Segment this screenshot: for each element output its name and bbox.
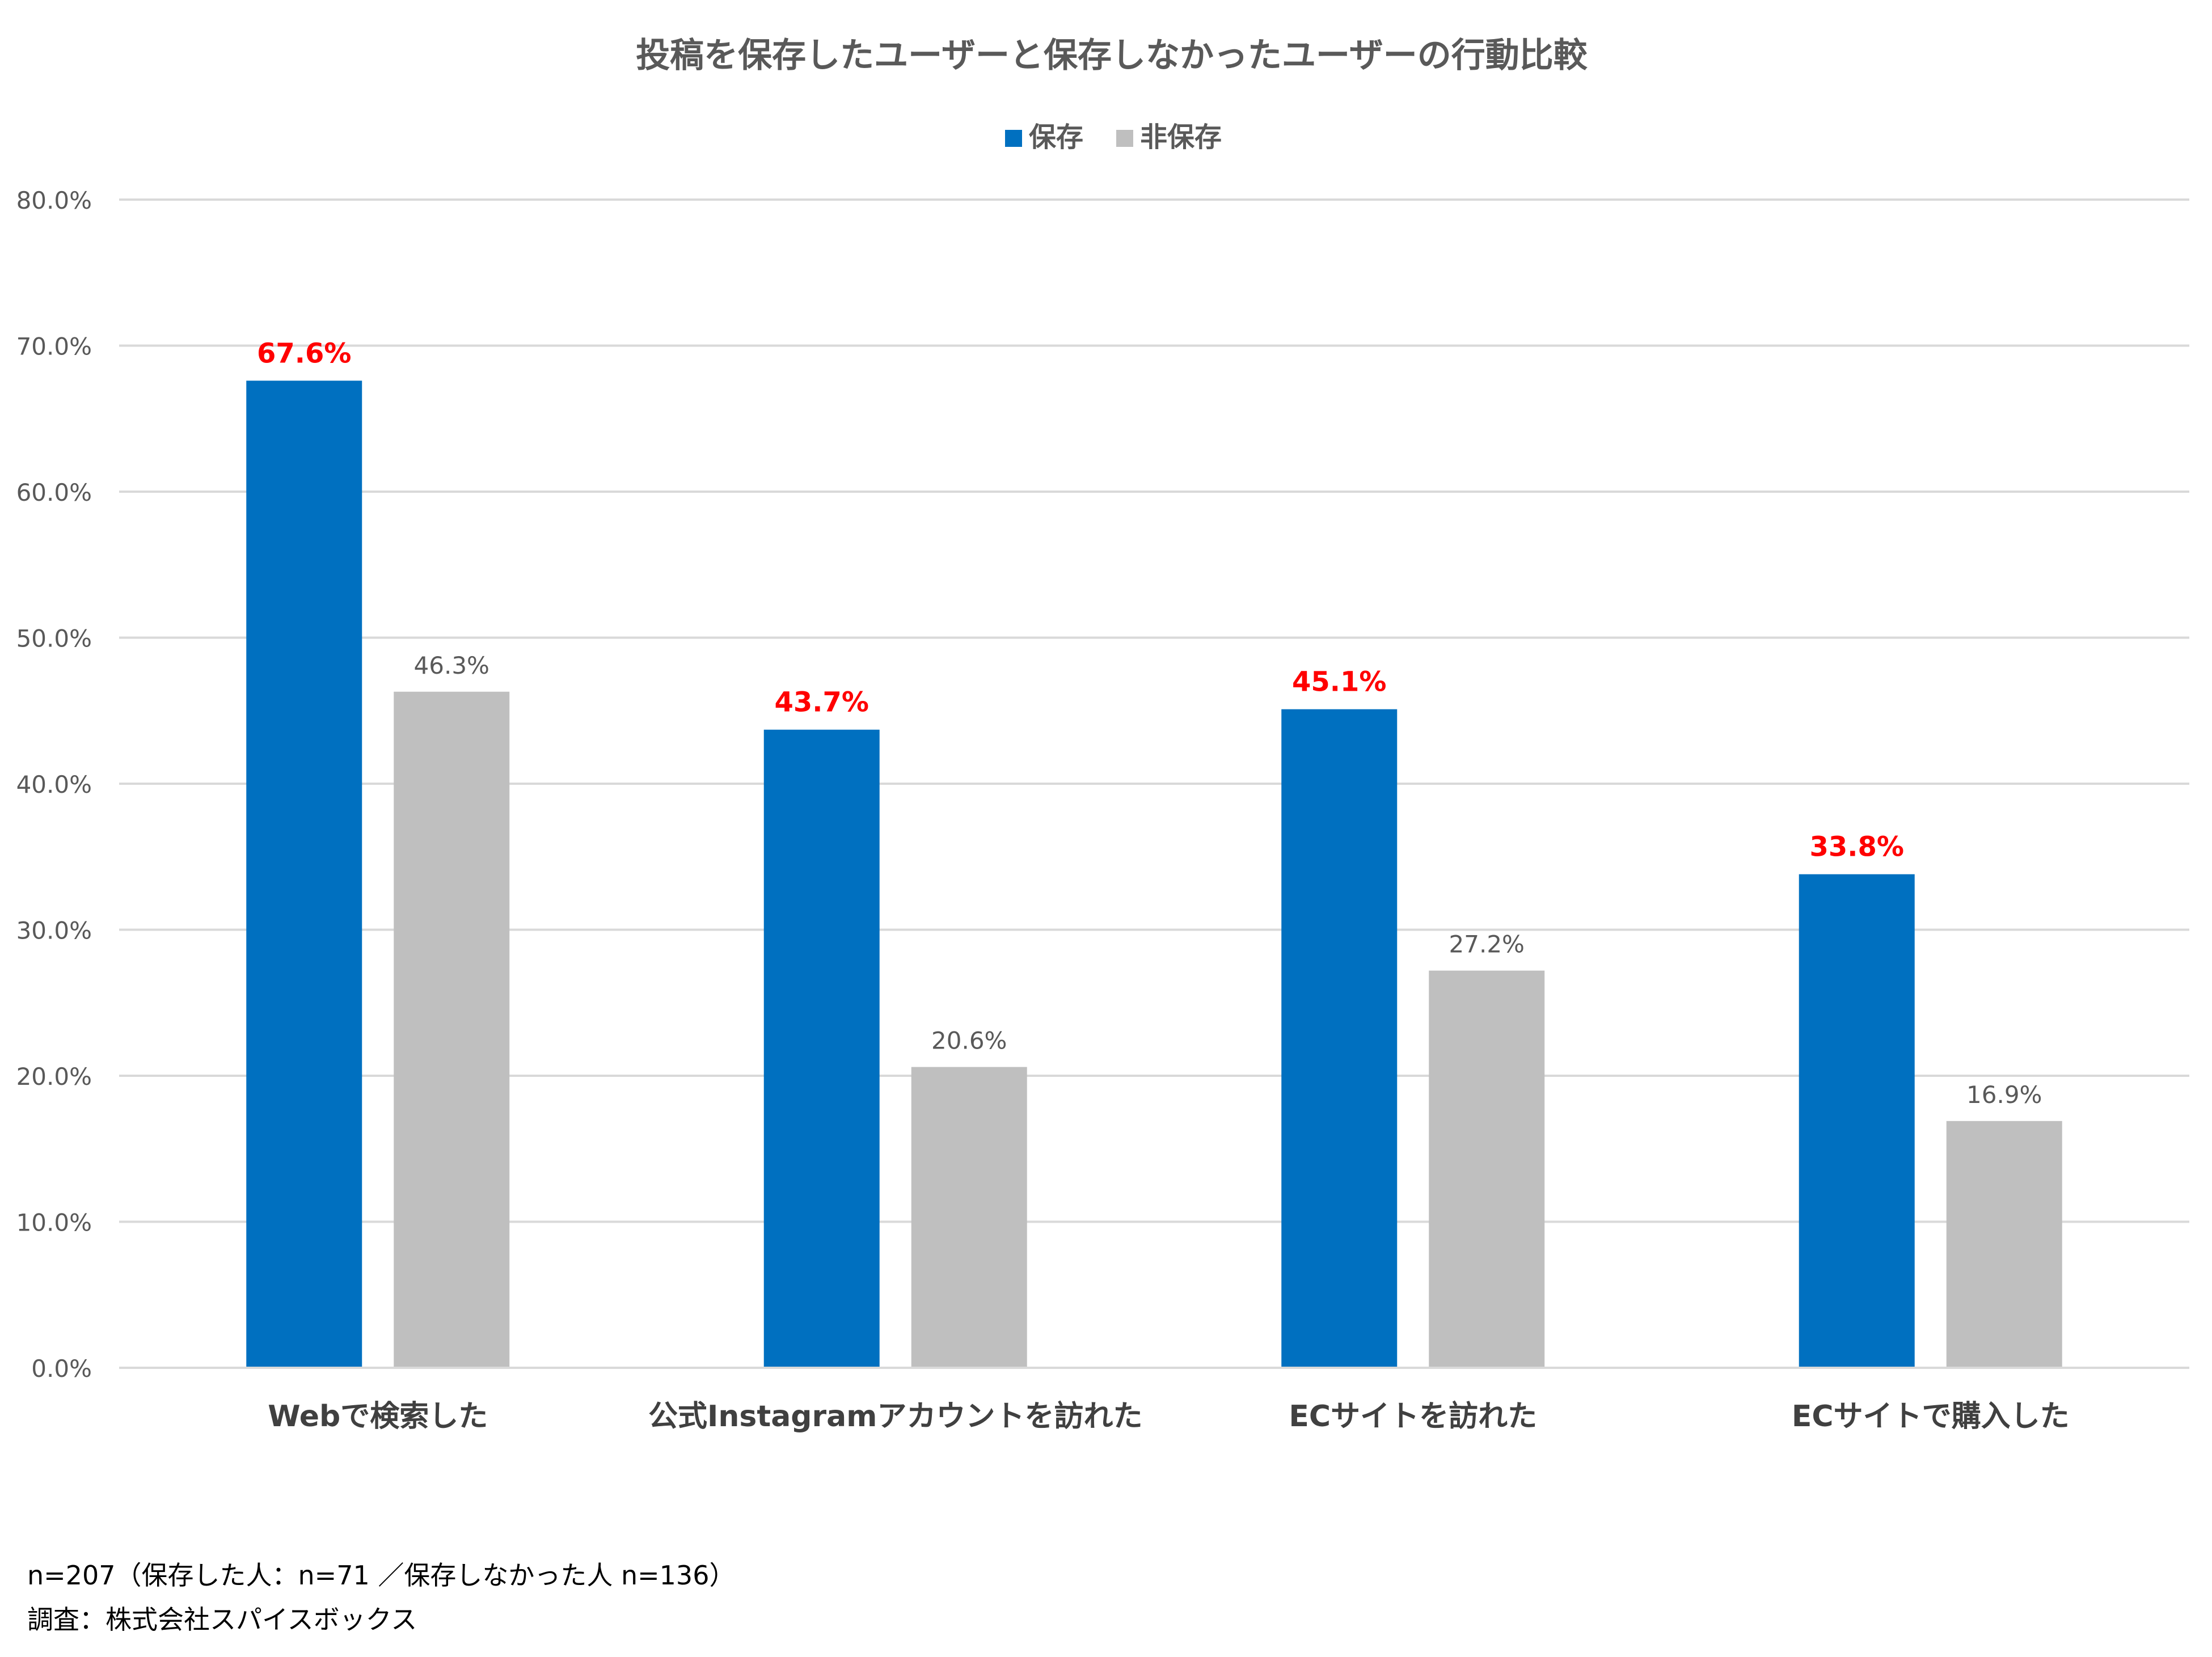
y-tick-label: 20.0% xyxy=(16,1063,92,1090)
legend: 保存 非保存 xyxy=(1005,121,1222,153)
y-tick-label: 60.0% xyxy=(16,479,92,506)
bar-unsaved xyxy=(1429,970,1545,1368)
legend-swatch-saved xyxy=(1005,130,1022,147)
data-labels: 67.6% 46.3% 43.7% 20.6% 45.1% 27.2% 33.8% 16.9% xyxy=(257,337,2042,1109)
bar-unsaved xyxy=(1946,1121,2062,1368)
sample-size-note: n=207（保存した人：n=71 ／保存しなかった人 n=136） xyxy=(27,1560,736,1591)
bars xyxy=(246,381,2062,1368)
data-label-saved: 33.8% xyxy=(1809,831,1904,863)
y-axis-ticks: 0.0% 10.0% 20.0% 30.0% 40.0% 50.0% 60.0% 70.0% 8… xyxy=(16,187,92,1383)
data-label-unsaved: 46.3% xyxy=(414,652,489,679)
y-tick-label: 80.0% xyxy=(16,187,92,214)
data-label-unsaved: 27.2% xyxy=(1449,931,1525,958)
data-label-saved: 67.6% xyxy=(257,337,352,369)
source-note: 調査：株式会社スパイスボックス xyxy=(27,1604,417,1635)
bar-saved xyxy=(763,729,880,1368)
data-label-unsaved: 16.9% xyxy=(1966,1081,2042,1109)
bar-unsaved xyxy=(394,691,510,1368)
y-tick-label: 70.0% xyxy=(16,333,92,361)
legend-label-saved: 保存 xyxy=(1029,121,1083,153)
x-category-label: ECサイトを訪れた xyxy=(1289,1400,1537,1434)
x-category-label: ECサイトで購入した xyxy=(1792,1400,2070,1434)
chart-title: 投稿を保存したユーザーと保存しなかったユーザーの行動比較 xyxy=(636,36,1588,75)
x-category-label: Webで検索した xyxy=(268,1400,488,1434)
y-tick-label: 10.0% xyxy=(16,1209,92,1237)
legend-swatch-unsaved xyxy=(1116,130,1133,147)
data-label-unsaved: 20.6% xyxy=(931,1027,1007,1055)
data-label-saved: 45.1% xyxy=(1292,666,1387,698)
y-tick-label: 40.0% xyxy=(16,771,92,798)
x-axis-categories: Webで検索した 公式Instagramアカウントを訪れた ECサイトを訪れた ECサ… xyxy=(268,1400,2069,1434)
y-tick-label: 30.0% xyxy=(16,917,92,945)
bar-saved xyxy=(246,381,362,1368)
bar-saved xyxy=(1799,874,1915,1368)
legend-label-unsaved: 非保存 xyxy=(1140,121,1222,153)
bar-unsaved xyxy=(911,1067,1027,1368)
x-category-label: 公式Instagramアカウントを訪れた xyxy=(648,1400,1142,1434)
data-label-saved: 43.7% xyxy=(774,687,869,718)
bar-saved xyxy=(1281,709,1398,1368)
y-tick-label: 50.0% xyxy=(16,625,92,653)
y-tick-label: 0.0% xyxy=(31,1355,92,1383)
